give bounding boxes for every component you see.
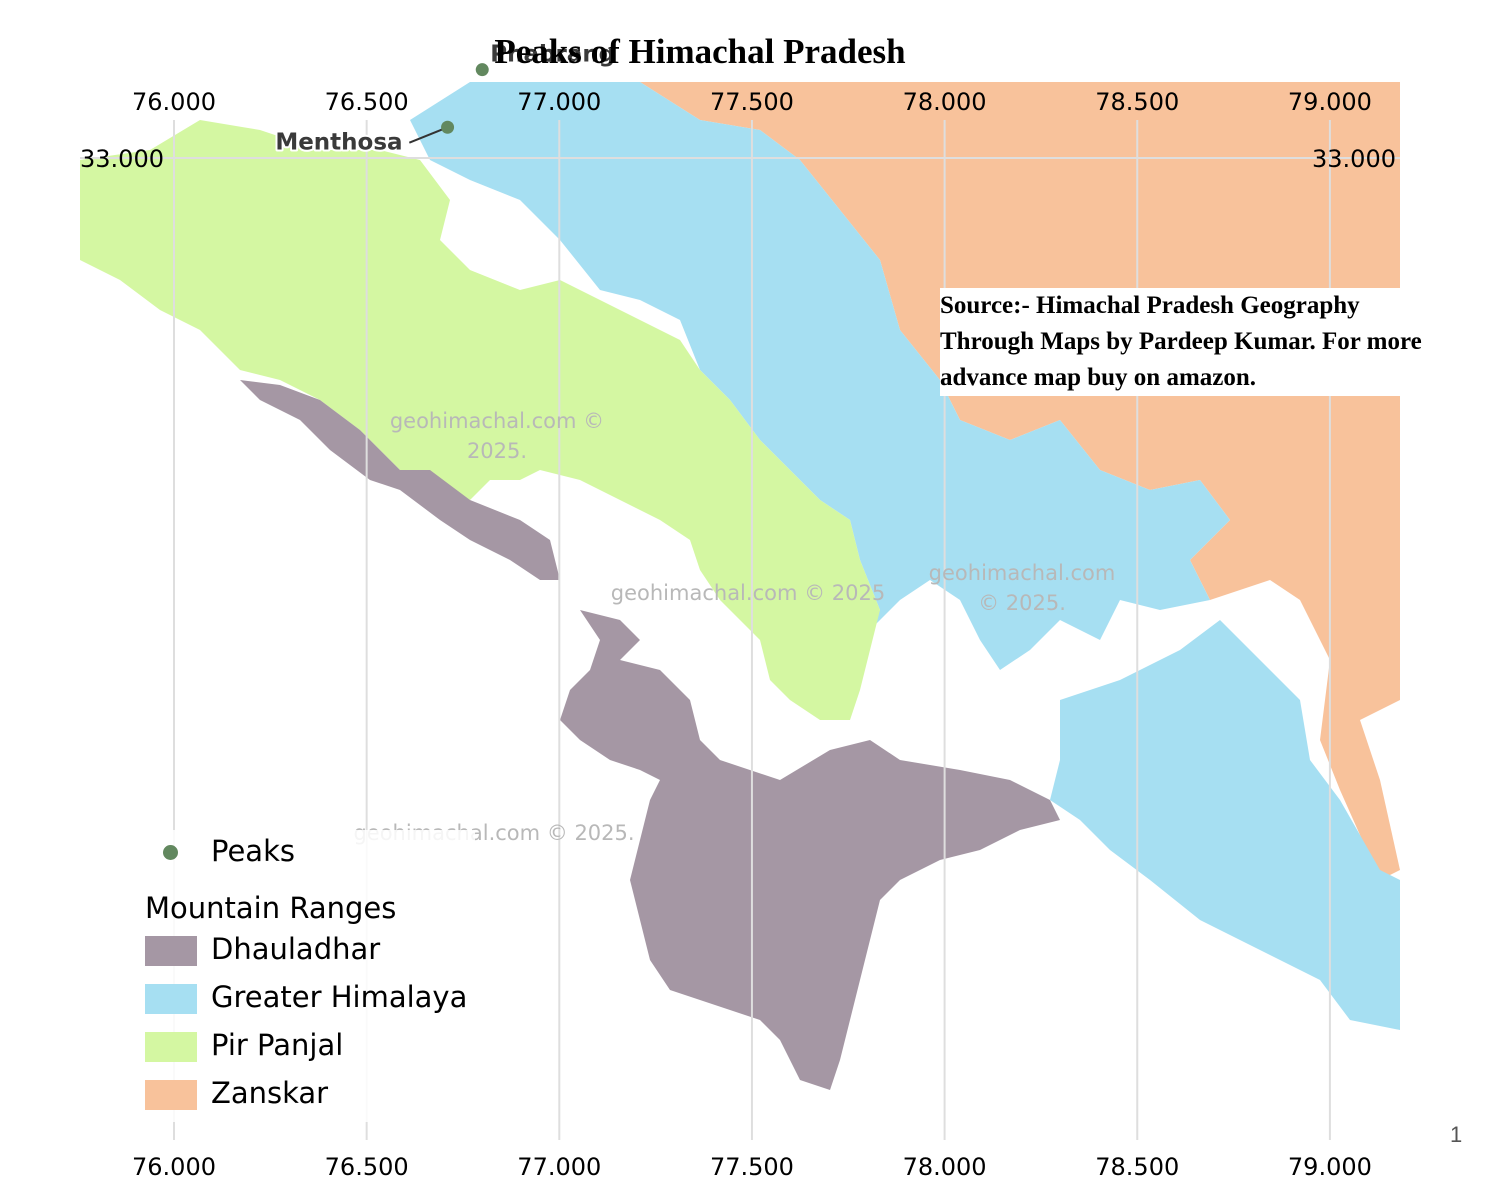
- dhauladhar-region: [240, 380, 1060, 1090]
- legend-peaks-row: Peaks: [145, 830, 475, 878]
- lon-tick-bottom: 79.000: [1288, 1153, 1372, 1181]
- source-note: Source:- Himachal Pradesh Geography Thro…: [940, 288, 1500, 396]
- lat-tick-left: 33.000: [80, 145, 164, 173]
- lat-tick-right: 33.000: [1312, 145, 1396, 173]
- legend-ranges-title: Mountain Ranges: [145, 891, 397, 925]
- lon-tick-bottom: 76.500: [325, 1153, 409, 1181]
- watermark: geohimachal.com © 2025.: [929, 561, 1116, 615]
- peak-marker[interactable]: [441, 120, 455, 134]
- legend-label-pir-panjal: Pir Panjal: [211, 1028, 344, 1062]
- peak-label: Phabrang: [490, 42, 615, 68]
- pir-panjal-region: [80, 120, 880, 720]
- peak-phabrang[interactable]: Phabrang: [475, 40, 617, 77]
- axis-ticks: 76.000 76.000 76.500 76.500 77.000 77.000 77.5…: [80, 88, 1396, 1181]
- legend-label-zanskar: Zanskar: [211, 1076, 329, 1110]
- legend-label-dhauladhar: Dhauladhar: [211, 932, 381, 966]
- legend-item-greater-himalaya: Greater Himalaya: [145, 978, 475, 1026]
- lon-tick-top: 78.500: [1095, 88, 1179, 116]
- legend-swatch-dhauladhar: [145, 936, 197, 966]
- legend-item-dhauladhar: Dhauladhar: [145, 930, 475, 978]
- watermarks: geohimachal.com © 2025. geohimachal.com © …: [353, 409, 1115, 845]
- legend-label-greater-himalaya: Greater Himalaya: [211, 980, 468, 1014]
- legend-item-zanskar: Zanskar: [145, 1074, 475, 1122]
- legend-swatch-greater-himalaya: [145, 984, 197, 1014]
- peaks-layer: MenthosaPhabrangBarakanda PeakSanakdeikM…: [273, 40, 617, 158]
- legend-peaks-label: Peaks: [211, 834, 295, 868]
- peak-marker[interactable]: [475, 63, 489, 77]
- peak-label: Menthosa: [275, 129, 402, 155]
- leader-line: [408, 126, 448, 144]
- legend-item-pir-panjal: Pir Panjal: [145, 1026, 475, 1074]
- legend-swatch-pir-panjal: [145, 1032, 197, 1062]
- watermark: geohimachal.com © 2025: [611, 581, 885, 605]
- map-title: Peaks of Himachal Pradesh: [494, 32, 906, 71]
- lon-tick-bottom: 76.000: [132, 1153, 216, 1181]
- legend-swatch-zanskar: [145, 1080, 197, 1110]
- peak-menthosa[interactable]: Menthosa: [273, 120, 455, 157]
- greater-himalaya-region: [410, 82, 1400, 1030]
- legend: Peaks Mountain Ranges Dhauladhar Greater…: [145, 830, 475, 1122]
- page-number: 1: [1450, 1122, 1463, 1147]
- lon-tick-top: 77.500: [710, 88, 794, 116]
- lon-tick-top: 77.000: [517, 88, 601, 116]
- lon-tick-bottom: 77.000: [517, 1153, 601, 1181]
- lon-tick-top: 76.500: [325, 88, 409, 116]
- lon-tick-bottom: 78.500: [1095, 1153, 1179, 1181]
- lon-tick-bottom: 78.000: [903, 1153, 987, 1181]
- zanskar-region: [640, 82, 1400, 880]
- lon-tick-top: 76.000: [132, 88, 216, 116]
- legend-peak-dot: [163, 845, 178, 860]
- lon-tick-top: 79.000: [1288, 88, 1372, 116]
- lon-tick-top: 78.000: [903, 88, 987, 116]
- watermark: geohimachal.com © 2025.: [390, 409, 604, 463]
- lon-tick-bottom: 77.500: [710, 1153, 794, 1181]
